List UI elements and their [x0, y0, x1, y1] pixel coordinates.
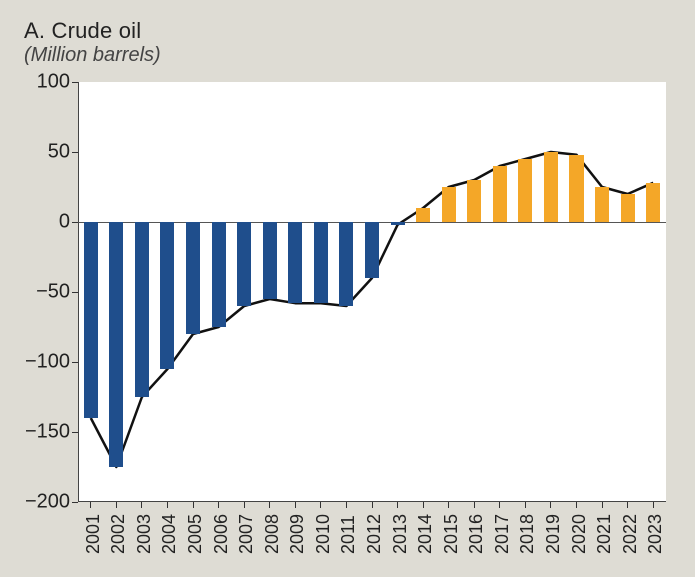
bar	[493, 166, 507, 222]
y-tick-label: −50	[36, 281, 70, 304]
y-tick-label: 50	[48, 141, 70, 164]
bar	[288, 222, 302, 303]
x-tick-label: 2023	[645, 514, 666, 554]
x-tick-label: 2002	[108, 514, 129, 554]
bar	[621, 194, 635, 222]
bar	[84, 222, 98, 418]
x-tick-label: 2019	[543, 514, 564, 554]
x-tick-label: 2007	[236, 514, 257, 554]
bar	[365, 222, 379, 278]
bar	[160, 222, 174, 369]
x-tick-label: 2021	[594, 514, 615, 554]
y-axis-labels: 100500−50−100−150−200	[0, 82, 74, 502]
x-tick-label: 2003	[134, 514, 155, 554]
bar	[595, 187, 609, 222]
bar	[186, 222, 200, 334]
y-tick-label: −200	[25, 491, 70, 514]
x-axis-labels: 2001200220032004200520062007200820092010…	[78, 506, 666, 574]
y-axis-line	[78, 82, 79, 502]
x-tick-label: 2005	[185, 514, 206, 554]
x-tick-label: 2012	[364, 514, 385, 554]
bar	[544, 152, 558, 222]
bar	[314, 222, 328, 303]
y-tick-label: 100	[37, 71, 70, 94]
plot-area	[78, 82, 666, 502]
bar	[442, 187, 456, 222]
x-tick-label: 2011	[338, 515, 359, 554]
y-tick-label: 0	[59, 211, 70, 234]
x-tick-label: 2018	[517, 514, 538, 554]
bar	[416, 208, 430, 222]
x-tick-label: 2008	[262, 514, 283, 554]
bar	[237, 222, 251, 306]
x-tick-label: 2015	[441, 514, 462, 554]
y-tick-label: −150	[25, 421, 70, 444]
bar	[212, 222, 226, 327]
bar	[135, 222, 149, 397]
bar	[569, 155, 583, 222]
bar	[109, 222, 123, 467]
bar	[263, 222, 277, 299]
bar	[339, 222, 353, 306]
x-tick-label: 2016	[466, 514, 487, 554]
y-tick-label: −100	[25, 351, 70, 374]
chart-title: A. Crude oil	[24, 18, 141, 44]
x-tick-label: 2014	[415, 514, 436, 554]
x-tick-label: 2009	[287, 514, 308, 554]
x-tick-label: 2004	[159, 514, 180, 554]
bar	[518, 159, 532, 222]
x-tick-label: 2020	[569, 514, 590, 554]
x-tick-label: 2001	[83, 514, 104, 554]
x-tick-label: 2010	[313, 514, 334, 554]
x-tick-label: 2022	[620, 514, 641, 554]
x-tick-label: 2017	[492, 514, 513, 554]
bar	[391, 222, 405, 225]
x-tick-label: 2006	[211, 514, 232, 554]
x-tick-label: 2013	[390, 514, 411, 554]
bar	[467, 180, 481, 222]
bar	[646, 183, 660, 222]
chart-subtitle: (Million barrels)	[24, 44, 161, 67]
